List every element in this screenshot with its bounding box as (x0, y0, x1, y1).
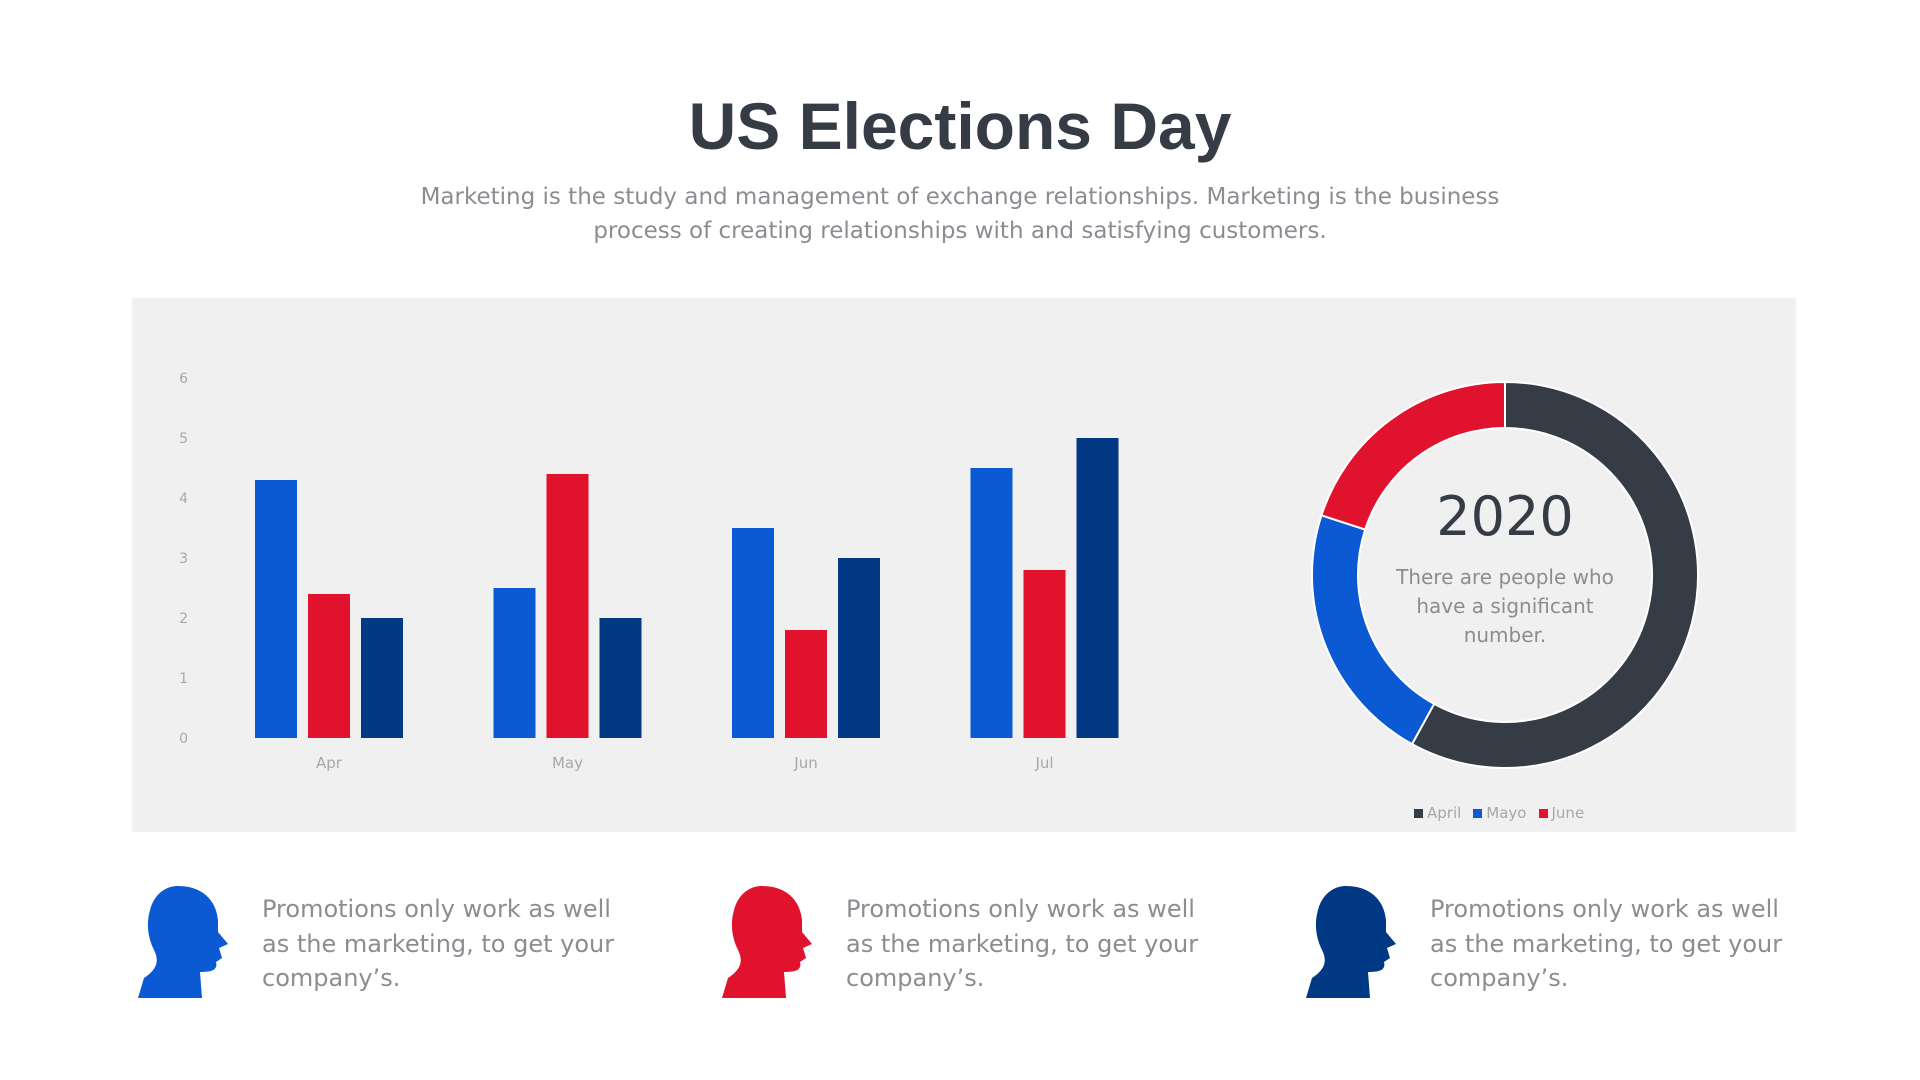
bar-chart: 0 1 2 3 4 5 6 Apr May Jun Jul (179, 371, 1119, 772)
bar-jun-series-2 (838, 558, 880, 738)
person-head-icon (138, 886, 228, 998)
donut-center-year: 2020 (1436, 485, 1574, 548)
legend-item-mayo: Mayo (1473, 804, 1527, 822)
donut-chart (1311, 380, 1699, 769)
bar-apr-series-2 (361, 618, 403, 738)
donut-center-caption: There are people who have a significant … (1396, 565, 1614, 647)
y-tick-label: 6 (179, 371, 188, 387)
bar-jul-series-1 (1023, 570, 1066, 738)
x-tick-label: Jun (793, 754, 817, 772)
page-title: US Elections Day (688, 89, 1232, 163)
legend-swatch-june (1538, 808, 1548, 818)
donut-legend: April Mayo June (1414, 804, 1584, 822)
legend-swatch-april (1414, 808, 1423, 818)
y-tick-label: 2 (179, 611, 188, 627)
promo-item-blue: Promotions only work as well as the mark… (138, 886, 658, 1006)
y-tick-label: 5 (179, 431, 188, 447)
page-subtitle: Marketing is the study and management of… (420, 184, 1500, 244)
x-tick-label: May (552, 754, 583, 772)
y-tick-label: 4 (179, 491, 188, 507)
legend-label-mayo: Mayo (1486, 804, 1527, 822)
y-tick-label: 0 (179, 731, 188, 747)
legend-item-june: June (1538, 804, 1585, 822)
bar-apr-series-1 (308, 594, 350, 738)
promo-text: Promotions only work as well as the mark… (846, 895, 1199, 992)
bar-may-series-0 (493, 588, 536, 738)
x-tick-label: Jul (1034, 754, 1053, 772)
donut-slice-april (1410, 380, 1699, 769)
promo-text: Promotions only work as well as the mark… (262, 895, 615, 992)
bar-jul-series-2 (1076, 438, 1119, 738)
person-head-icon (1306, 886, 1396, 998)
promo-item-red: Promotions only work as well as the mark… (722, 886, 1242, 1006)
promo-text: Promotions only work as well as the mark… (1430, 895, 1783, 992)
legend-item-april: April (1414, 804, 1461, 822)
legend-swatch-mayo (1473, 808, 1483, 818)
promo-item-navy: Promotions only work as well as the mark… (1306, 886, 1826, 1006)
bar-apr-series-0 (255, 480, 297, 738)
y-tick-label: 1 (179, 671, 188, 687)
legend-label-june: June (1551, 804, 1585, 822)
person-head-icon (722, 886, 812, 998)
bar-jul-series-0 (970, 468, 1013, 738)
y-tick-label: 3 (179, 551, 188, 567)
bar-may-series-2 (599, 618, 642, 738)
bar-may-series-1 (546, 474, 589, 738)
bar-jun-series-0 (732, 528, 774, 738)
donut-slice-june (1320, 380, 1506, 531)
x-tick-label: Apr (316, 754, 343, 772)
legend-label-april: April (1427, 804, 1462, 822)
bar-jun-series-1 (785, 630, 827, 738)
